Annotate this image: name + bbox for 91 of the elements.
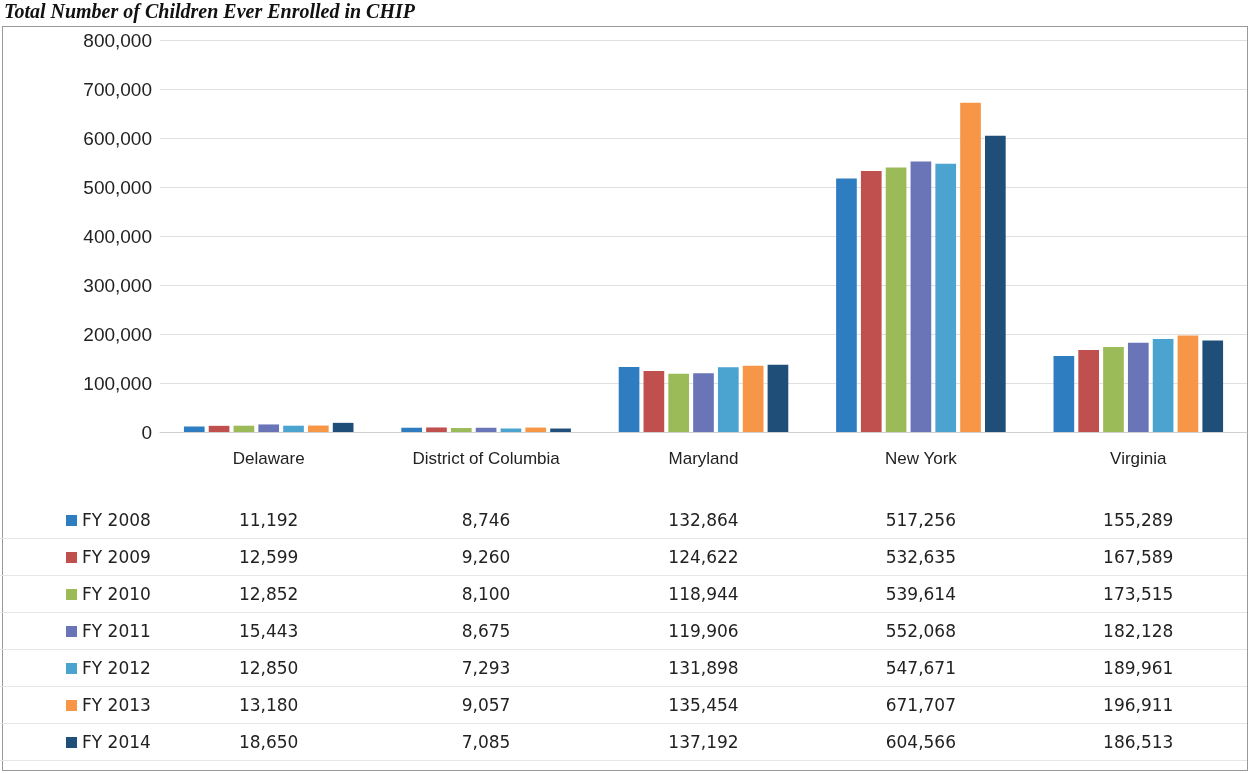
bar [717, 367, 739, 432]
data-label: 186,513 [1029, 723, 1247, 761]
bar [233, 425, 255, 432]
data-label: 8,675 [377, 612, 595, 650]
y-tick-label: 800,000 [83, 29, 152, 51]
data-label: 552,068 [812, 612, 1030, 650]
bar [1078, 349, 1100, 432]
legend-label: FY 2009 [0, 538, 160, 576]
data-label: 604,566 [812, 723, 1030, 761]
data-label: 517,256 [812, 502, 1030, 539]
data-label: 671,707 [812, 686, 1030, 724]
data-label: 189,961 [1029, 649, 1247, 687]
data-label: 196,911 [1029, 686, 1247, 724]
data-label: 119,906 [594, 612, 813, 650]
data-label: 118,944 [594, 575, 813, 613]
bar [183, 426, 205, 432]
data-label: 539,614 [812, 575, 1030, 613]
x-tick-label: Delaware [232, 448, 305, 468]
data-label: 18,650 [160, 723, 378, 761]
data-label: 8,100 [377, 575, 595, 613]
y-tick-label: 300,000 [83, 274, 152, 296]
y-tick-label: 700,000 [83, 78, 152, 100]
x-tick-label: District of Columbia [412, 448, 561, 468]
bar [960, 102, 981, 432]
data-label: 12,852 [160, 575, 378, 613]
chart-title: Total Number of Children Ever Enrolled in CHIP [4, 0, 415, 23]
legend-label: FY 2012 [0, 649, 160, 687]
bar [1152, 338, 1174, 432]
legend-label: FY 2010 [0, 575, 160, 613]
data-label: 173,515 [1029, 575, 1247, 613]
data-label: 7,293 [377, 649, 595, 687]
bar [885, 167, 907, 432]
bar [836, 178, 857, 432]
bar [258, 424, 280, 432]
bar [283, 425, 304, 432]
bar [693, 373, 714, 432]
bar [1053, 355, 1075, 432]
y-tick-label: 100,000 [83, 372, 152, 394]
data-label: 8,746 [377, 502, 595, 539]
data-label: 11,192 [160, 502, 378, 539]
bar [985, 135, 1006, 432]
legend-label: FY 2014 [0, 723, 160, 761]
y-tick-label: 600,000 [83, 127, 152, 149]
y-tick-label: 200,000 [83, 323, 152, 345]
bar [742, 365, 764, 432]
bar [500, 428, 522, 432]
y-tick-label: 0 [141, 421, 152, 443]
bar [668, 373, 690, 432]
bar [910, 161, 932, 432]
data-label: 131,898 [594, 649, 813, 687]
y-tick-label: 400,000 [83, 225, 152, 247]
bar [618, 366, 640, 432]
bar [450, 428, 472, 432]
data-label: 124,622 [594, 538, 813, 576]
bar [332, 422, 354, 432]
bar [1127, 342, 1149, 432]
bar [935, 163, 957, 432]
data-label: 532,635 [812, 538, 1030, 576]
data-label: 182,128 [1029, 612, 1247, 650]
bar [401, 427, 422, 432]
y-tick-label: 500,000 [83, 176, 152, 198]
data-label: 7,085 [377, 723, 595, 761]
data-label: 137,192 [594, 723, 813, 761]
data-label: 132,864 [594, 502, 813, 539]
bar [525, 427, 547, 432]
legend-label: FY 2013 [0, 686, 160, 724]
data-label: 9,057 [377, 686, 595, 724]
data-label: 12,599 [160, 538, 378, 576]
bar [1177, 335, 1199, 432]
data-label: 13,180 [160, 686, 378, 724]
x-tick-label: Virginia [1110, 448, 1168, 468]
data-label: 9,260 [377, 538, 595, 576]
bar [307, 425, 329, 432]
data-label: 547,671 [812, 649, 1030, 687]
bar [860, 171, 882, 432]
x-tick-label: New York [884, 448, 958, 468]
bar [426, 427, 447, 432]
x-tick-label: Maryland [668, 448, 739, 468]
data-label: 135,454 [594, 686, 813, 724]
data-label: 12,850 [160, 649, 378, 687]
bar [1202, 340, 1224, 432]
legend-label: FY 2011 [0, 612, 160, 650]
bar [208, 425, 230, 432]
data-label: 167,589 [1029, 538, 1247, 576]
legend-label: FY 2008 [0, 502, 160, 539]
bar [767, 364, 789, 432]
bar [1103, 346, 1124, 432]
bar [475, 427, 497, 432]
bar [643, 370, 665, 432]
data-label: 15,443 [160, 612, 378, 650]
data-label: 155,289 [1029, 502, 1247, 539]
